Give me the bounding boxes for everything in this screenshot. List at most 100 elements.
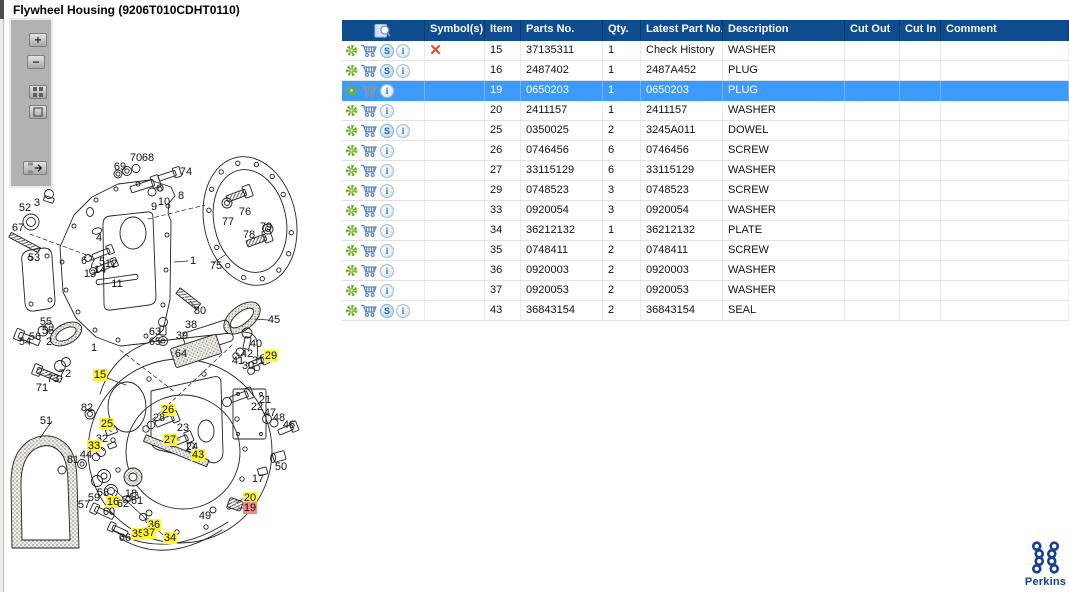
cart-icon[interactable] (360, 63, 378, 78)
gear-icon[interactable] (345, 104, 358, 117)
part-label-4[interactable]: 4 (95, 232, 103, 244)
cart-icon[interactable] (360, 43, 378, 58)
part-label-18[interactable]: 18 (124, 488, 138, 500)
part-label-73[interactable]: 73 (46, 373, 60, 385)
zoom-in-button[interactable]: + (29, 33, 47, 47)
part-label-13[interactable]: 13 (83, 268, 97, 280)
part-label-69[interactable]: 69 (113, 161, 127, 173)
gear-icon[interactable] (345, 64, 358, 77)
cart-icon[interactable] (360, 203, 378, 218)
gear-icon[interactable] (345, 264, 358, 277)
info-icon[interactable]: i (380, 263, 394, 278)
table-row-item-20[interactable]: i 20 2411157 1 2411157 WASHER (342, 101, 1069, 121)
gear-icon[interactable] (345, 164, 358, 177)
part-label-53[interactable]: 53 (27, 252, 41, 264)
part-label-31[interactable]: 31 (251, 355, 265, 367)
gear-icon[interactable] (345, 84, 358, 97)
part-label-77[interactable]: 77 (221, 216, 235, 228)
info-icon[interactable]: i (396, 43, 410, 58)
s-badge-icon[interactable]: S (380, 123, 394, 138)
cart-icon[interactable] (360, 123, 378, 138)
part-label-74[interactable]: 74 (179, 166, 193, 178)
part-label-48[interactable]: 48 (272, 412, 286, 424)
part-label-47[interactable]: 47 (263, 407, 277, 419)
part-label-41[interactable]: 41 (231, 355, 245, 367)
part-label-15[interactable]: 15 (92, 369, 108, 381)
part-label-38[interactable]: 38 (184, 319, 198, 331)
s-badge-icon[interactable]: S (380, 43, 394, 58)
part-label-17[interactable]: 17 (251, 473, 265, 485)
table-row-item-37[interactable]: i 37 0920053 2 0920053 WASHER (342, 281, 1069, 301)
part-label-67[interactable]: 67 (11, 222, 25, 234)
part-label-50[interactable]: 50 (274, 461, 288, 473)
part-label-43[interactable]: 43 (190, 449, 206, 461)
part-label-29[interactable]: 29 (263, 350, 279, 362)
part-label-44[interactable]: 44 (79, 449, 93, 461)
part-label-37[interactable]: 37 (141, 527, 157, 539)
s-badge-icon[interactable]: S (380, 63, 394, 78)
part-label-40[interactable]: 40 (249, 338, 263, 350)
part-label-57[interactable]: 57 (77, 499, 91, 511)
info-icon[interactable]: i (396, 63, 410, 78)
part-label-34[interactable]: 34 (162, 532, 178, 544)
toggle-panel-button[interactable] (23, 161, 47, 175)
info-icon[interactable]: i (380, 283, 394, 298)
gear-icon[interactable] (345, 124, 358, 137)
part-label-82[interactable]: 82 (80, 402, 94, 414)
part-label-30[interactable]: 30 (241, 360, 255, 372)
cart-icon[interactable] (360, 163, 378, 178)
part-label-80[interactable]: 80 (193, 305, 207, 317)
part-label-60[interactable]: 60 (102, 506, 116, 518)
part-label-27[interactable]: 27 (162, 434, 178, 446)
gear-icon[interactable] (345, 184, 358, 197)
table-row-item-29[interactable]: i 29 0748523 3 0748523 SCREW (342, 181, 1069, 201)
part-label-16[interactable]: 16 (105, 496, 121, 508)
part-label-54[interactable]: 54 (18, 336, 32, 348)
part-label-51[interactable]: 51 (39, 415, 53, 427)
part-label-79[interactable]: 79 (259, 221, 273, 233)
table-row-item-35[interactable]: i 35 0748411 2 0748411 SCREW (342, 241, 1069, 261)
info-icon[interactable]: i (380, 223, 394, 238)
part-label-64[interactable]: 64 (174, 348, 188, 360)
part-label-9[interactable]: 9 (150, 201, 158, 213)
gear-icon[interactable] (345, 284, 358, 297)
part-label-46[interactable]: 46 (282, 419, 296, 431)
part-label-62[interactable]: 62 (116, 498, 130, 510)
gear-icon[interactable] (345, 144, 358, 157)
cart-icon[interactable] (360, 263, 378, 278)
part-label-61[interactable]: 61 (130, 495, 144, 507)
part-label-19[interactable]: 19 (242, 502, 258, 514)
part-label-55[interactable]: 55 (41, 325, 55, 337)
part-label-49[interactable]: 49 (198, 510, 212, 522)
part-label-3[interactable]: 3 (33, 197, 41, 209)
tile-view-button[interactable] (29, 85, 47, 99)
info-icon[interactable]: i (380, 143, 394, 158)
gear-icon[interactable] (345, 204, 358, 217)
part-label-70[interactable]: 70 (129, 152, 143, 164)
part-label-56[interactable]: 56 (28, 331, 42, 343)
part-label-25[interactable]: 25 (99, 418, 115, 430)
part-label-75[interactable]: 75 (209, 260, 223, 272)
cart-icon[interactable] (360, 143, 378, 158)
info-icon[interactable]: i (380, 163, 394, 178)
fit-view-button[interactable] (29, 105, 47, 119)
part-label-71[interactable]: 71 (35, 382, 49, 394)
table-row-item-34[interactable]: i 34 36212132 1 36212132 PLATE (342, 221, 1069, 241)
part-label-33[interactable]: 33 (86, 440, 102, 452)
part-label-76[interactable]: 76 (238, 206, 252, 218)
part-label-21[interactable]: 21 (258, 394, 272, 406)
part-label-6[interactable]: 6 (80, 255, 88, 267)
part-label-1[interactable]: 1 (90, 342, 98, 354)
part-label-81[interactable]: 81 (66, 454, 80, 466)
gear-icon[interactable] (345, 44, 358, 57)
part-label-20[interactable]: 20 (242, 492, 258, 504)
part-label-55[interactable]: 55 (39, 316, 53, 328)
table-row-item-27[interactable]: i 27 33115129 6 33115129 WASHER (342, 161, 1069, 181)
info-icon[interactable]: i (380, 203, 394, 218)
table-row-item-19[interactable]: i 19 0650203 1 0650203 PLUG (342, 81, 1069, 101)
part-label-45[interactable]: 45 (267, 314, 281, 326)
cart-icon[interactable] (360, 103, 378, 118)
